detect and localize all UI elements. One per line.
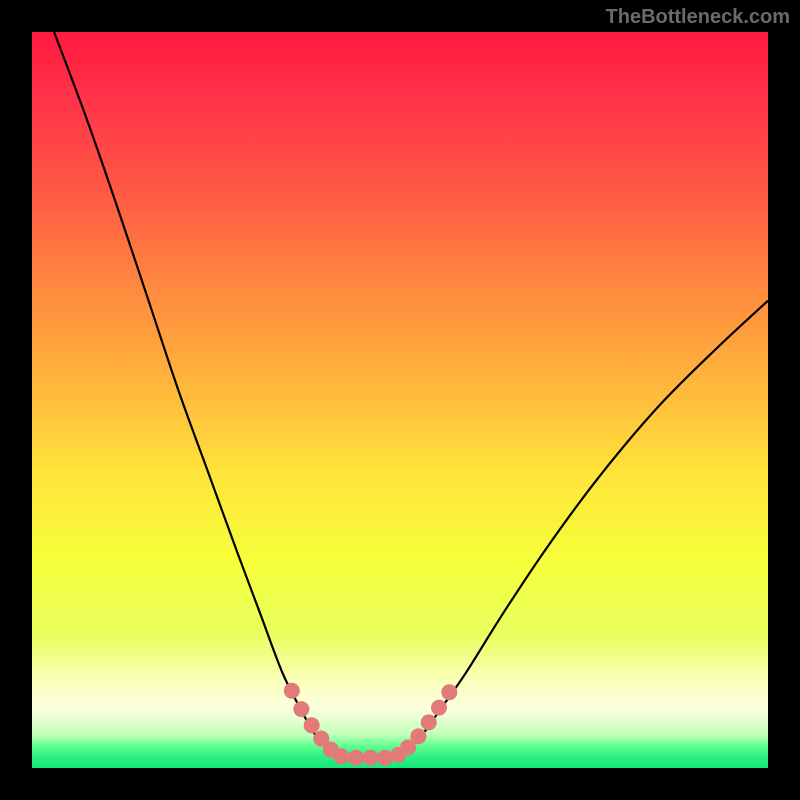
- curve-marker: [377, 750, 393, 766]
- curve-marker: [293, 701, 309, 717]
- curve-marker: [304, 717, 320, 733]
- watermark-label: TheBottleneck.com: [606, 6, 790, 29]
- chart-svg: [0, 0, 800, 800]
- curve-marker: [363, 750, 379, 766]
- chart-container: [0, 0, 800, 800]
- curve-marker: [421, 714, 437, 730]
- plot-background: [32, 32, 768, 768]
- curve-marker: [333, 748, 349, 764]
- curve-marker: [410, 728, 426, 744]
- curve-marker: [441, 684, 457, 700]
- curve-marker: [348, 750, 364, 766]
- curve-marker: [284, 683, 300, 699]
- curve-marker: [431, 700, 447, 716]
